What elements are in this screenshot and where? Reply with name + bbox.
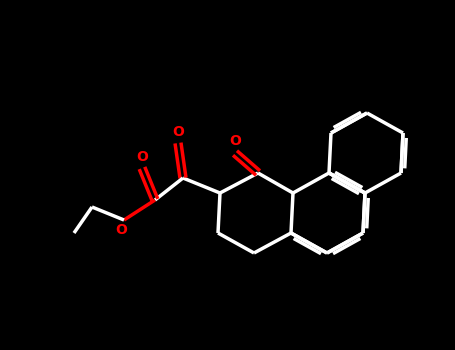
Text: O: O	[229, 134, 241, 148]
Text: O: O	[115, 223, 127, 237]
Text: O: O	[136, 150, 148, 164]
Text: O: O	[172, 125, 184, 139]
